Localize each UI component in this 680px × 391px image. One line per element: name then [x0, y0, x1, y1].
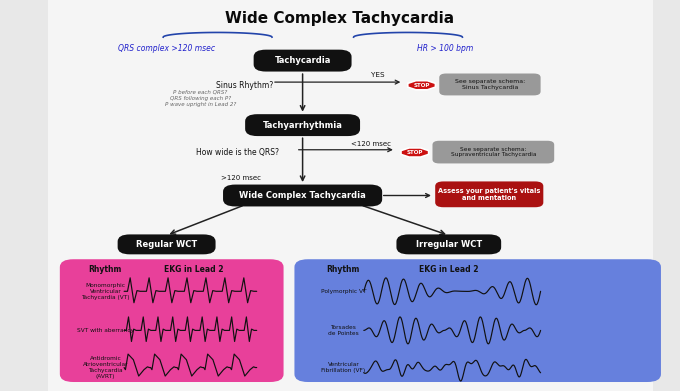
Text: STOP: STOP — [407, 150, 423, 155]
FancyBboxPatch shape — [396, 234, 501, 255]
Text: Tachycardia: Tachycardia — [275, 56, 330, 65]
FancyBboxPatch shape — [439, 74, 541, 95]
Text: Regular WCT: Regular WCT — [136, 240, 197, 249]
FancyBboxPatch shape — [118, 234, 216, 255]
Text: SVT with aberrancy: SVT with aberrancy — [77, 328, 134, 333]
Text: >120 msec: >120 msec — [222, 174, 261, 181]
Text: Tachyarrhythmia: Tachyarrhythmia — [262, 120, 343, 130]
Text: Rhythm: Rhythm — [88, 265, 122, 274]
Text: Irregular WCT: Irregular WCT — [415, 240, 482, 249]
FancyBboxPatch shape — [48, 0, 653, 391]
FancyBboxPatch shape — [294, 259, 661, 382]
Text: Wide Complex Tachycardia: Wide Complex Tachycardia — [239, 191, 366, 200]
FancyBboxPatch shape — [435, 181, 543, 207]
Text: Sinus Rhythm?: Sinus Rhythm? — [216, 81, 273, 90]
Text: HR > 100 bpm: HR > 100 bpm — [418, 44, 473, 54]
Text: YES: YES — [371, 72, 384, 78]
Text: Ventricular
Fibrillation (VF): Ventricular Fibrillation (VF) — [321, 362, 366, 373]
Text: Torsades
de Pointes: Torsades de Pointes — [328, 325, 359, 336]
Text: Polymorphic VT: Polymorphic VT — [321, 289, 366, 294]
Text: See separate schema:
Supraventricular Tachycardia: See separate schema: Supraventricular Ta… — [451, 147, 536, 158]
FancyBboxPatch shape — [60, 259, 284, 382]
Text: Assess your patient's vitals
and mentation: Assess your patient's vitals and mentati… — [438, 188, 541, 201]
Polygon shape — [401, 148, 428, 157]
Text: See separate schema:
Sinus Tachycardia: See separate schema: Sinus Tachycardia — [455, 79, 525, 90]
Text: Antidromic
Atrioventricular
Tachycardia
(AVRT): Antidromic Atrioventricular Tachycardia … — [83, 356, 128, 379]
Text: <120 msec: <120 msec — [351, 141, 390, 147]
Text: EKG in Lead 2: EKG in Lead 2 — [164, 265, 224, 274]
Polygon shape — [408, 81, 435, 90]
Text: How wide is the QRS?: How wide is the QRS? — [197, 148, 279, 157]
Text: EKG in Lead 2: EKG in Lead 2 — [419, 265, 479, 274]
FancyBboxPatch shape — [254, 50, 352, 72]
Text: Wide Complex Tachycardia: Wide Complex Tachycardia — [226, 11, 454, 26]
Text: P before each QRS?
QRS following each P?
P wave upright in Lead 2?: P before each QRS? QRS following each P?… — [165, 90, 236, 108]
FancyBboxPatch shape — [245, 114, 360, 136]
FancyBboxPatch shape — [432, 141, 554, 163]
FancyBboxPatch shape — [223, 185, 382, 206]
Text: STOP: STOP — [413, 83, 430, 88]
Text: Rhythm: Rhythm — [326, 265, 360, 274]
Text: QRS complex >120 msec: QRS complex >120 msec — [118, 44, 215, 54]
Text: Monomorphic
Ventricular
Tachycardia (VT): Monomorphic Ventricular Tachycardia (VT) — [81, 283, 130, 300]
